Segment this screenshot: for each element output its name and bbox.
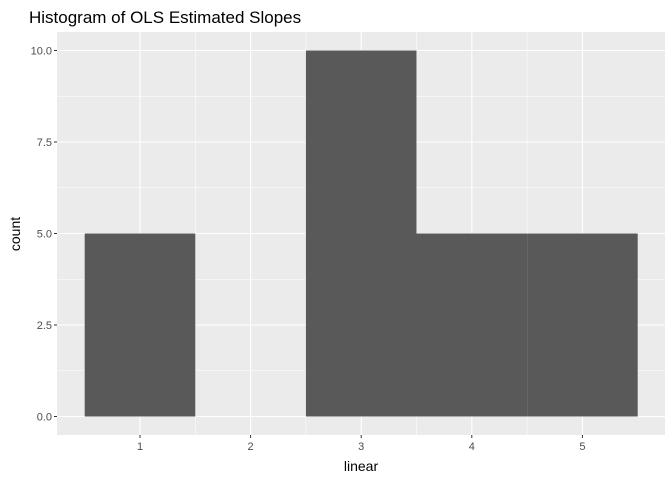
- x-tick-label: 3: [358, 441, 364, 453]
- histogram-bar: [305, 50, 417, 417]
- y-axis-ticks: 0.0 2.5 5.0 7.5 10.0: [31, 46, 57, 424]
- y-tick-label: 10.0: [31, 46, 52, 58]
- x-tick-label: 5: [579, 441, 585, 453]
- histogram-bars: [84, 50, 638, 417]
- x-tick-label: 4: [469, 441, 475, 453]
- y-axis-title: count: [7, 217, 23, 251]
- histogram-bar: [527, 233, 638, 417]
- y-tick-label: 5.0: [37, 229, 52, 241]
- x-tick-label: 2: [248, 441, 254, 453]
- histogram-bar: [84, 233, 196, 417]
- x-tick-label: 1: [137, 441, 143, 453]
- x-axis-ticks: 1 2 3 4 5: [137, 435, 585, 453]
- chart-title: Histogram of OLS Estimated Slopes: [29, 8, 301, 27]
- y-tick-label: 0.0: [37, 412, 52, 424]
- y-tick-label: 2.5: [37, 320, 52, 332]
- histogram-bar: [416, 233, 528, 417]
- x-axis-title: linear: [344, 458, 379, 474]
- y-tick-label: 7.5: [37, 137, 52, 149]
